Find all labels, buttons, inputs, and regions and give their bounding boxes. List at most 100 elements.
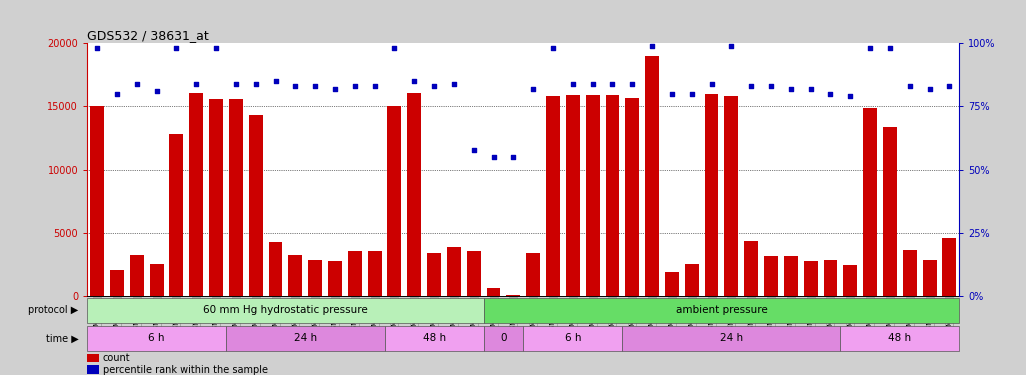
Point — [485, 154, 502, 160]
Point — [604, 81, 621, 87]
Bar — [467, 251, 480, 297]
Text: 60 mm Hg hydrostatic pressure: 60 mm Hg hydrostatic pressure — [203, 305, 367, 315]
Bar — [308, 260, 322, 297]
Point — [862, 45, 878, 51]
Text: ambient pressure: ambient pressure — [675, 305, 767, 315]
Bar — [388, 106, 401, 297]
Point — [326, 86, 343, 92]
Bar — [447, 247, 461, 297]
Bar — [744, 241, 758, 297]
Bar — [483, 298, 959, 323]
Bar — [665, 272, 679, 297]
Point — [89, 45, 106, 51]
Bar — [483, 326, 523, 351]
Bar — [248, 116, 263, 297]
Point — [109, 91, 125, 97]
Point — [445, 81, 462, 87]
Point — [208, 45, 225, 51]
Point — [762, 83, 779, 89]
Bar — [87, 354, 100, 363]
Point — [149, 88, 165, 94]
Point — [228, 81, 244, 87]
Point — [564, 81, 581, 87]
Bar — [526, 254, 540, 297]
Point — [366, 83, 383, 89]
Bar — [840, 326, 959, 351]
Text: protocol ▶: protocol ▶ — [29, 305, 78, 315]
Point — [783, 86, 799, 92]
Bar — [523, 326, 623, 351]
Bar — [764, 256, 778, 297]
Bar — [883, 127, 897, 297]
Bar — [824, 260, 837, 297]
Point — [545, 45, 561, 51]
Bar — [546, 96, 560, 297]
Bar — [90, 106, 104, 297]
Bar — [705, 94, 718, 297]
Text: 24 h: 24 h — [293, 333, 317, 343]
Point — [168, 45, 185, 51]
Bar — [605, 95, 620, 297]
Bar — [803, 261, 818, 297]
Bar — [645, 56, 659, 297]
Point — [247, 81, 264, 87]
Text: 0: 0 — [501, 333, 507, 343]
Bar — [87, 326, 226, 351]
Bar — [566, 95, 580, 297]
Text: 48 h: 48 h — [423, 333, 445, 343]
Bar — [784, 256, 798, 297]
Bar — [863, 108, 877, 297]
Bar — [903, 250, 916, 297]
Point — [743, 83, 759, 89]
Bar — [586, 95, 599, 297]
Bar — [922, 260, 937, 297]
Bar — [724, 96, 739, 297]
Point — [386, 45, 402, 51]
Point — [585, 81, 601, 87]
Bar — [625, 98, 639, 297]
Bar — [269, 242, 282, 297]
Bar — [843, 265, 858, 297]
Point — [881, 45, 898, 51]
Point — [188, 81, 204, 87]
Point — [704, 81, 720, 87]
Point — [902, 83, 918, 89]
Bar — [328, 261, 342, 297]
Bar — [110, 270, 124, 297]
Text: time ▶: time ▶ — [46, 333, 78, 343]
Bar — [130, 255, 144, 297]
Point — [307, 83, 323, 89]
Point — [426, 83, 442, 89]
Bar — [209, 99, 223, 297]
Bar — [623, 326, 840, 351]
Point — [128, 81, 145, 87]
Bar — [943, 238, 956, 297]
Text: 6 h: 6 h — [149, 333, 165, 343]
Bar — [507, 295, 520, 297]
Bar — [189, 93, 203, 297]
Bar — [87, 365, 100, 374]
Point — [683, 91, 700, 97]
Bar — [150, 264, 163, 297]
Point — [287, 83, 304, 89]
Bar — [229, 99, 243, 297]
Bar — [427, 254, 441, 297]
Text: 6 h: 6 h — [564, 333, 581, 343]
Point — [723, 43, 740, 49]
Text: GDS532 / 38631_at: GDS532 / 38631_at — [87, 29, 209, 42]
Point — [664, 91, 680, 97]
Point — [347, 83, 363, 89]
Text: percentile rank within the sample: percentile rank within the sample — [103, 364, 268, 375]
Point — [268, 78, 284, 84]
Bar — [348, 251, 362, 297]
Bar — [407, 93, 422, 297]
Bar — [486, 288, 501, 297]
Point — [802, 86, 819, 92]
Bar — [226, 326, 385, 351]
Bar — [288, 255, 303, 297]
Bar — [385, 326, 483, 351]
Point — [624, 81, 640, 87]
Point — [941, 83, 957, 89]
Bar — [684, 264, 699, 297]
Point — [921, 86, 938, 92]
